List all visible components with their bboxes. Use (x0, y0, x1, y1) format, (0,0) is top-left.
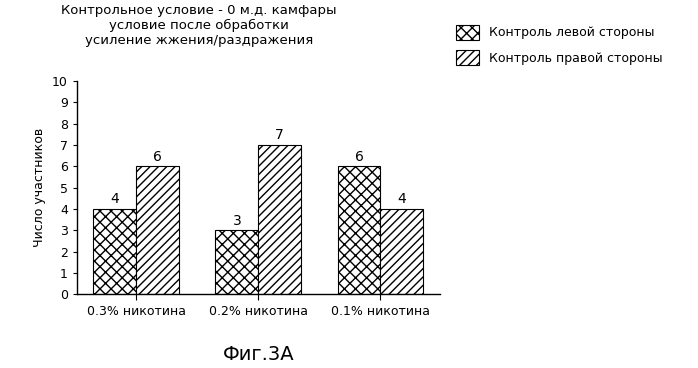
Text: 4: 4 (110, 192, 119, 206)
Bar (216, 230, 258, 294)
Text: Контрольное условие - 0 м.д. камфары
условие после обработки
усиление жжения/раз: Контрольное условие - 0 м.д. камфары усл… (61, 4, 336, 47)
Text: 4: 4 (397, 192, 406, 206)
Text: 6: 6 (355, 150, 364, 164)
Text: Фиг.3А: Фиг.3А (223, 345, 294, 364)
Bar (338, 166, 380, 294)
Text: 7: 7 (275, 128, 284, 142)
Bar (136, 166, 179, 294)
Y-axis label: Число участников: Число участников (34, 128, 46, 247)
Legend: Контроль левой стороны, Контроль правой стороны: Контроль левой стороны, Контроль правой … (456, 25, 662, 65)
Text: 6: 6 (153, 150, 162, 164)
Bar (258, 145, 301, 294)
Bar (94, 209, 136, 294)
Text: 3: 3 (232, 214, 242, 228)
Bar (380, 209, 423, 294)
